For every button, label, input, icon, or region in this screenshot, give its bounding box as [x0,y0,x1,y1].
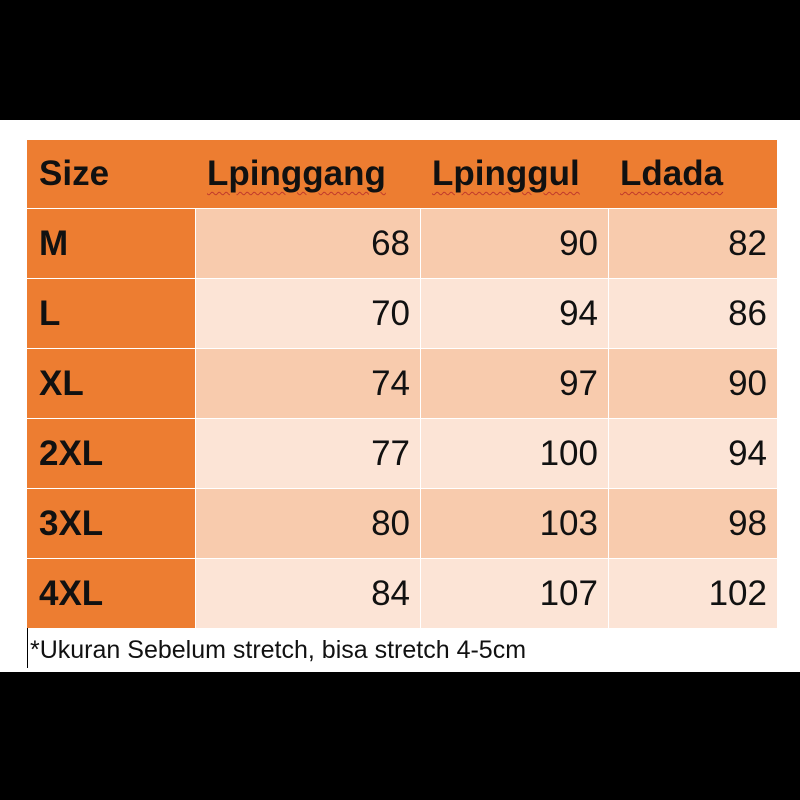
value-cell: 82 [609,209,777,278]
value-cell: 102 [609,559,777,628]
header-text: Size [39,154,110,193]
value-cell: 90 [609,349,777,418]
value-cell: 98 [609,489,777,558]
size-cell: 4XL [27,559,195,628]
header-cell: Lpinggang [195,140,420,208]
header-text: Lpinggang [207,154,386,193]
size-cell: 2XL [27,419,195,488]
size-cell: L [27,279,195,348]
value-cell: 103 [421,489,608,558]
value-cell: 100 [421,419,608,488]
value-cell: 68 [196,209,420,278]
header-cell: Size [27,140,195,208]
value-cell: 94 [421,279,608,348]
size-cell: XL [27,349,195,418]
value-cell: 74 [196,349,420,418]
size-cell: 3XL [27,489,195,558]
value-cell: 107 [421,559,608,628]
value-cell: 90 [421,209,608,278]
header-text: Ldada [620,154,724,193]
value-cell: 84 [196,559,420,628]
header-cell: Lpinggul [420,140,608,208]
text-cursor [27,628,28,668]
sheet: Size Lpinggang Lpinggul Ldada M 68 90 82 L 70 94 86… [0,120,800,672]
value-cell: 70 [196,279,420,348]
size-cell: M [27,209,195,278]
value-cell: 80 [196,489,420,558]
value-cell: 94 [609,419,777,488]
value-cell: 77 [196,419,420,488]
footnote: *Ukuran Sebelum stretch, bisa stretch 4-… [30,636,527,664]
value-cell: 97 [421,349,608,418]
value-cell: 86 [609,279,777,348]
header-text: Lpinggul [432,154,580,193]
header-cell: Ldada [608,140,777,208]
